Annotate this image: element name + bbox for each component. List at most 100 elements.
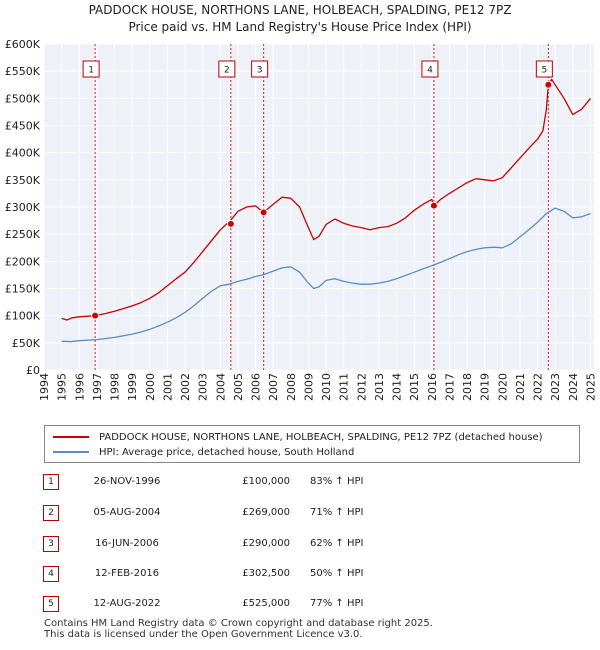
x-tick-label: 2024 — [567, 373, 580, 401]
table-row: 3 16-JUN-2006 £290,000 62% ↑ HPI — [40, 536, 580, 552]
row-price: £290,000 — [242, 538, 290, 549]
x-axis: 1994 1995 1996 1997 1998 1999 2000 2001 2002 2003… — [38, 373, 597, 401]
row-date: 12-AUG-2022 — [93, 598, 161, 609]
y-tick-label: £450K — [5, 120, 41, 133]
legend: PADDOCK HOUSE, NORTHONS LANE, HOLBEACH, … — [44, 425, 580, 463]
transaction-marker-box — [251, 60, 269, 78]
row-hpi: 62% ↑ HPI — [310, 538, 364, 549]
x-tick-label: 2000 — [144, 373, 157, 401]
table-row: 5 12-AUG-2022 £525,000 77% ↑ HPI — [40, 596, 580, 612]
footer-attribution: Contains HM Land Registry data © Crown c… — [44, 618, 433, 640]
row-price: £269,000 — [242, 507, 290, 518]
transaction-marker: 1 — [82, 60, 100, 78]
transaction-marker: 2 — [218, 60, 236, 78]
row-number-badge: 1 — [43, 474, 59, 490]
x-tick-label: 2009 — [302, 373, 315, 401]
x-tick-label: 2001 — [161, 373, 174, 401]
x-tick-label: 2023 — [549, 373, 562, 401]
series-line — [61, 207, 591, 343]
footer-line-2: This data is licensed under the Open Gov… — [44, 629, 363, 640]
footer-line-1: Contains HM Land Registry data © Crown c… — [44, 618, 433, 629]
legend-item-hpi: HPI: Average price, detached house, Sout… — [53, 445, 354, 459]
x-tick-label: 1994 — [38, 373, 51, 401]
y-tick-label: £300K — [5, 201, 41, 214]
grid-lines — [43, 43, 594, 371]
y-tick-label: £350K — [5, 174, 41, 187]
x-tick-label: 2008 — [285, 373, 298, 401]
y-tick-label: £100K — [5, 310, 41, 323]
transaction-marker-box — [218, 60, 236, 78]
transaction-point — [226, 219, 235, 228]
row-hpi: 83% ↑ HPI — [310, 476, 364, 487]
transaction-points — [91, 80, 553, 320]
row-date: 12-FEB-2016 — [94, 568, 160, 579]
transaction-marker-label: 1 — [88, 66, 94, 76]
legend-label-property: PADDOCK HOUSE, NORTHONS LANE, HOLBEACH, … — [99, 431, 543, 443]
price-chart: 1 2 3 4 5 £0 £50K £100K £150K £200K £250K £300K £35… — [5, 38, 598, 401]
y-tick-label: £550K — [5, 65, 41, 78]
x-tick-label: 1999 — [126, 373, 139, 401]
x-tick-label: 2004 — [214, 373, 227, 401]
x-tick-label: 2007 — [267, 373, 280, 401]
x-tick-label: 2021 — [514, 373, 527, 401]
x-tick-label: 2012 — [355, 373, 368, 401]
table-row: 4 12-FEB-2016 £302,500 50% ↑ HPI — [40, 566, 580, 582]
row-date: 26-NOV-1996 — [93, 476, 161, 487]
row-hpi: 71% ↑ HPI — [310, 507, 364, 518]
x-tick-label: 2019 — [479, 373, 492, 401]
x-tick-label: 2014 — [391, 373, 404, 401]
row-price: £100,000 — [242, 476, 290, 487]
x-tick-label: 2022 — [532, 373, 545, 401]
x-tick-label: 2005 — [232, 373, 245, 401]
table-row: 2 05-AUG-2004 £269,000 71% ↑ HPI — [40, 505, 580, 521]
chart-title: PADDOCK HOUSE, NORTHONS LANE, HOLBEACH, … — [88, 3, 512, 17]
y-tick-label: £0 — [26, 364, 40, 377]
transaction-marker-label: 3 — [257, 66, 263, 76]
row-date: 05-AUG-2004 — [93, 507, 161, 518]
x-tick-label: 2016 — [426, 373, 439, 401]
transaction-marker-label: 2 — [224, 66, 230, 76]
x-tick-label: 2018 — [461, 373, 474, 401]
legend-blue-swatch — [53, 451, 89, 453]
row-price: £302,500 — [242, 568, 290, 579]
row-number-badge: 2 — [43, 505, 59, 521]
transaction-marker-box — [535, 60, 553, 78]
row-hpi: 50% ↑ HPI — [310, 568, 364, 579]
transaction-point — [429, 201, 438, 210]
transaction-point — [259, 208, 268, 217]
row-date: 16-JUN-2006 — [95, 538, 159, 549]
transaction-marker: 4 — [421, 60, 439, 78]
legend-label-hpi: HPI: Average price, detached house, Sout… — [99, 446, 355, 458]
transaction-marker-box — [82, 60, 100, 78]
y-tick-label: £500K — [5, 92, 41, 105]
row-hpi: 77% ↑ HPI — [310, 598, 364, 609]
transaction-marker-label: 4 — [427, 66, 433, 76]
transaction-marker: 5 — [535, 60, 553, 78]
legend-red-swatch — [53, 436, 89, 438]
transaction-marker: 3 — [251, 60, 269, 78]
x-tick-label: 2006 — [250, 373, 263, 401]
series-lines — [61, 78, 592, 343]
transaction-marker-box — [421, 60, 439, 78]
y-tick-label: £50K — [12, 337, 41, 350]
x-tick-label: 1995 — [56, 373, 69, 401]
y-tick-label: £600K — [5, 38, 41, 51]
x-tick-label: 2011 — [338, 373, 351, 401]
row-number-badge: 5 — [43, 596, 59, 612]
y-tick-label: £150K — [5, 283, 41, 296]
x-tick-label: 1998 — [109, 373, 122, 401]
x-tick-label: 2020 — [496, 373, 509, 401]
table-row: 1 26-NOV-1996 £100,000 83% ↑ HPI — [40, 474, 580, 490]
x-tick-label: 2003 — [197, 373, 210, 401]
y-tick-label: £200K — [5, 255, 41, 268]
x-tick-label: 2017 — [443, 373, 456, 401]
y-tick-label: £400K — [5, 147, 41, 160]
x-tick-label: 2002 — [179, 373, 192, 401]
x-tick-label: 2025 — [584, 373, 597, 401]
transaction-markers: 1 2 3 4 5 — [82, 60, 553, 78]
y-axis: £0 £50K £100K £150K £200K £250K £300K £350K £400… — [5, 38, 41, 377]
y-tick-label: £250K — [5, 228, 41, 241]
row-price: £525,000 — [242, 598, 290, 609]
series-line — [61, 78, 592, 321]
x-tick-label: 2015 — [408, 373, 421, 401]
